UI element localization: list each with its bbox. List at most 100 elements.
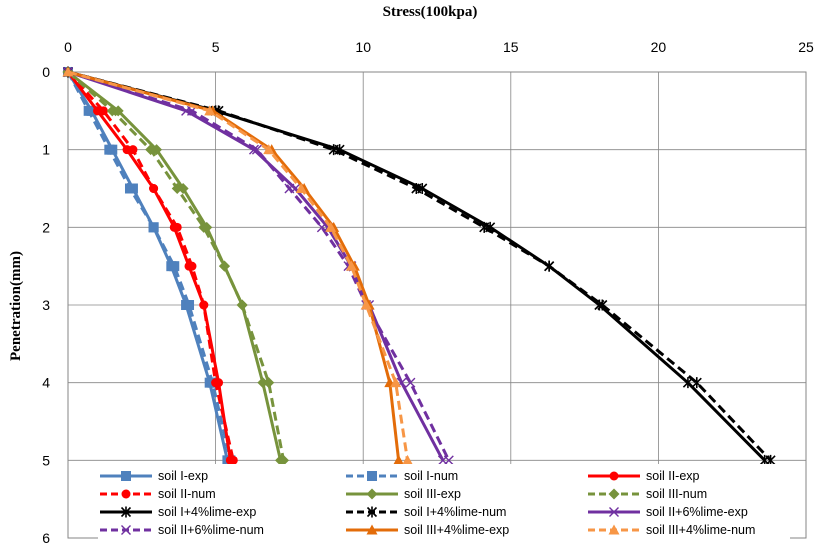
x-tick-label: 0 <box>64 39 72 55</box>
data-point <box>184 300 195 310</box>
data-point <box>106 105 118 117</box>
plot-area: 0 5 10 15 20 25 0 1 2 3 4 5 6 <box>42 39 814 545</box>
legend-label: soil I-num <box>404 469 458 483</box>
series-9 <box>63 67 454 466</box>
y-tick-label: 4 <box>42 375 50 391</box>
y-tick-label: 1 <box>42 142 50 158</box>
series-line <box>67 70 772 462</box>
data-point <box>295 183 307 193</box>
x-axis-title: Stress(100kpa) <box>383 4 478 20</box>
data-point <box>199 300 209 310</box>
data-point <box>263 377 275 389</box>
legend: soil I-exp soil I-num soil II-exp soil II-n… <box>98 464 790 540</box>
data-point <box>62 66 74 77</box>
data-point <box>390 377 402 388</box>
legend-item: soil II-num <box>100 487 216 501</box>
legend-item: soil III+4%lime-num <box>588 523 755 537</box>
data-point <box>316 222 327 233</box>
legend-item: soil I-exp <box>100 469 208 483</box>
legend-item: soil II+6%lime-num <box>100 523 264 537</box>
x-tick-label: 10 <box>355 39 371 55</box>
series-line <box>67 70 451 461</box>
y-tick-label: 3 <box>42 297 50 313</box>
legend-item: soil III-exp <box>346 487 461 501</box>
data-point <box>597 299 608 311</box>
series-0 <box>63 67 233 466</box>
data-point <box>366 506 378 518</box>
data-point <box>171 183 183 194</box>
x-tick-label: 20 <box>651 39 667 55</box>
data-point <box>765 454 776 466</box>
legend-label: soil I-exp <box>158 469 208 483</box>
data-point <box>187 261 197 271</box>
data-point <box>124 183 135 194</box>
y-tick-label: 5 <box>42 452 50 468</box>
data-point <box>328 144 339 156</box>
data-point <box>148 222 159 233</box>
data-point <box>98 106 108 116</box>
legend-label: soil II-exp <box>646 469 700 483</box>
legend-item: soil II-exp <box>588 469 700 483</box>
data-point <box>169 261 180 272</box>
y-tick-label: 2 <box>42 219 50 235</box>
data-point <box>263 144 275 155</box>
data-point <box>228 455 238 465</box>
series-8 <box>63 67 448 466</box>
y-tick-label: 6 <box>42 530 50 545</box>
data-point <box>360 299 372 310</box>
legend-label: soil I+4%lime-num <box>404 505 506 519</box>
data-point <box>325 221 337 232</box>
series-line <box>67 70 285 461</box>
data-point <box>121 489 131 499</box>
y-tick-label: 0 <box>42 64 50 80</box>
data-point <box>366 524 378 535</box>
data-point <box>198 221 210 233</box>
legend-label: soil III+4%lime-num <box>646 523 755 537</box>
series-2 <box>63 67 235 465</box>
data-point <box>284 183 295 194</box>
legend-label: soil II+6%lime-exp <box>646 505 748 519</box>
data-point <box>393 454 405 465</box>
data-point <box>401 454 413 465</box>
data-point <box>128 145 138 155</box>
series-1 <box>63 67 236 466</box>
x-tick-label: 15 <box>503 39 519 55</box>
data-point <box>608 524 620 535</box>
data-point <box>544 260 555 272</box>
data-point <box>367 471 377 481</box>
data-point <box>405 377 416 388</box>
series-line <box>66 71 229 461</box>
data-point <box>149 184 159 193</box>
data-point <box>345 260 357 271</box>
data-point <box>277 454 289 466</box>
data-point <box>104 144 115 155</box>
legend-item: soil III+4%lime-exp <box>346 523 509 537</box>
data-point <box>366 488 378 500</box>
data-point <box>236 299 248 311</box>
data-point <box>251 144 262 155</box>
data-point <box>204 105 216 116</box>
x-tick-label: 25 <box>798 39 814 55</box>
series-line <box>66 70 235 461</box>
series-line <box>66 71 232 461</box>
legend-label: soil II+6%lime-num <box>158 523 264 537</box>
data-point <box>608 488 620 500</box>
series-line <box>67 70 445 462</box>
series-11 <box>62 66 413 465</box>
legend-label: soil III-exp <box>404 487 461 501</box>
data-point <box>218 260 230 272</box>
data-point <box>121 471 131 481</box>
data-point <box>443 455 454 466</box>
data-point <box>121 525 131 535</box>
y-axis-title: Penetration(mm) <box>8 251 24 361</box>
data-point <box>479 221 490 233</box>
legend-item: soil I-num <box>346 469 458 483</box>
legend-label: soil III-num <box>646 487 707 501</box>
legend-label: soil III+4%lime-exp <box>404 523 509 537</box>
legend-label: soil I+4%lime-exp <box>158 505 256 519</box>
data-point <box>83 105 94 116</box>
series-line <box>66 71 232 461</box>
data-point <box>120 506 132 518</box>
x-tick-label: 5 <box>212 39 220 55</box>
